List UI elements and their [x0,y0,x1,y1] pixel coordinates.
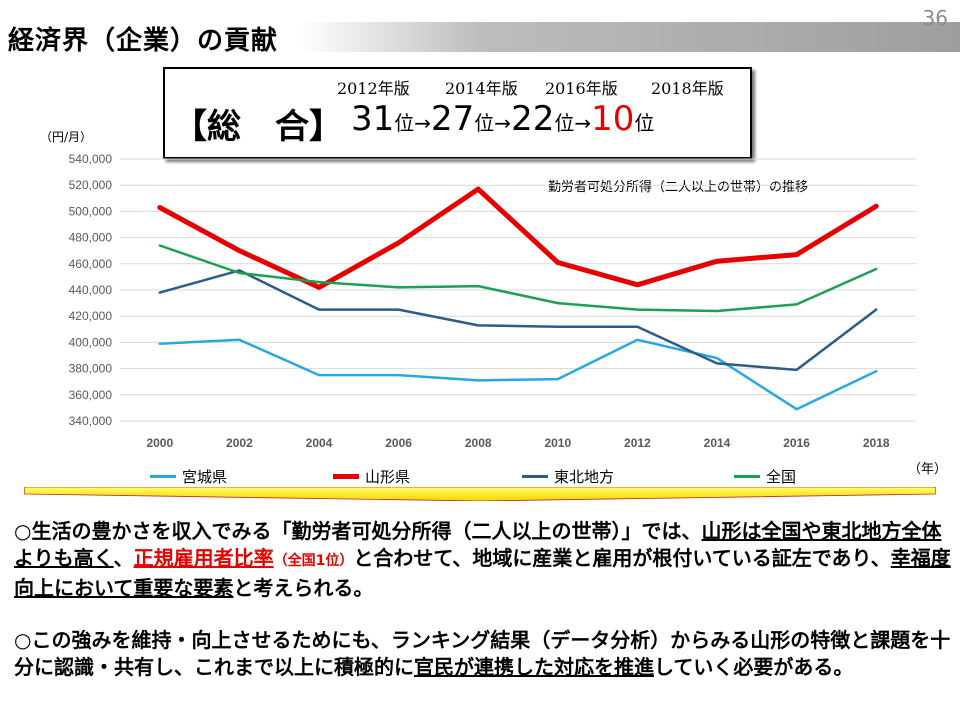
rank-2018: 10 [591,99,635,139]
rank-sequence: 31位→27位→22位→10位 [351,99,654,139]
bullet: ○ [14,628,32,652]
text-highlight-red: 正規雇用者比率 [133,546,274,570]
legend-swatch [150,475,176,478]
rank-year-2016: 2016年版 [545,79,618,98]
y-tick-label: 520,000 [69,178,113,192]
chart-title: 勤労者可処分所得（二人以上の世帯）の推移 [548,180,809,195]
y-tick-label: 400,000 [69,335,113,349]
legend-swatch [522,475,548,478]
x-tick-label: 2012 [624,436,651,450]
y-tick-label: 540,000 [69,152,113,166]
legend-label: 山形県 [365,468,411,486]
bullet: ○ [14,519,32,543]
legend-label: 宮城県 [182,468,228,486]
text-underlined: 幸福度向上において重要な要素 [14,546,951,600]
down-arrow-band [24,487,936,501]
y-tick-label: 380,000 [69,362,113,376]
legend-label: 東北地方 [554,468,615,486]
text: この強みを維持・向上させるためにも、ランキング結果（データ分析）からみる山形の特… [14,628,951,679]
x-axis-label: （年） [908,462,948,477]
text: と合わせて、地域に産業と雇用が根付いている証左であり、 [353,546,891,570]
y-tick-label: 460,000 [69,257,113,271]
paragraph-1: ○生活の豊かさを収入でみる「勤労者可処分所得（二人以上の世帯）」では、山形は全国… [14,518,954,602]
paragraph-2: ○この強みを維持・向上させるためにも、ランキング結果（データ分析）からみる山形の… [14,627,954,681]
series-line-全国 [158,244,878,313]
rank-arrow: → [494,111,512,135]
series-line-東北地方 [158,269,878,372]
legend-label: 全国 [766,468,797,486]
rank-year-2014: 2014年版 [445,79,518,98]
rank-label: 【総 合】 [173,107,343,147]
legend-swatch [734,475,760,478]
text-underlined: 山形は [701,519,762,543]
text-underlined: 官民が連携した対応を推進 [414,655,654,679]
x-tick-label: 2018 [863,436,890,450]
series-line-宮城県 [158,338,878,411]
text: 生活の豊かさを収入でみる「勤労者可処分所得（二人以上の世帯）」では、 [31,519,702,543]
x-tick-label: 2014 [704,436,731,450]
rank-year-2018: 2018年版 [651,79,724,98]
rank-unit: 位 [634,111,655,135]
ranking-box: 2012年版 2014年版 2016年版 2018年版 【総 合】 31位→27… [163,67,752,159]
y-tick-label: 340,000 [69,414,113,428]
legend-item-national: 全国 [734,466,796,487]
text-red-note: （全国1位） [273,553,354,569]
y-tick-label: 420,000 [69,309,113,323]
x-tick-label: 2008 [465,436,492,450]
legend-swatch [333,474,359,479]
x-tick-label: 2016 [783,436,810,450]
rank-unit: 位 [474,111,495,135]
text-underlined: 全国や東北地方全体よりも高く [14,519,942,570]
rank-unit: 位 [394,111,415,135]
text: 、 [113,546,134,570]
legend-item-yamagata: 山形県 [333,466,410,487]
x-tick-label: 2006 [385,436,412,450]
rank-arrow: → [414,111,432,135]
page-number: 36 [922,6,948,30]
y-tick-label: 480,000 [69,231,113,245]
rank-year-2012: 2012年版 [337,79,410,98]
rank-arrow: → [574,111,592,135]
x-tick-label: 2010 [544,436,571,450]
y-tick-label: 360,000 [69,388,113,402]
rank-2012: 31 [351,99,395,139]
rank-2016: 22 [511,99,555,139]
text: と考えられる。 [233,576,374,600]
rank-unit: 位 [554,111,575,135]
x-tick-label: 2000 [146,436,173,450]
series-line-山形県 [157,186,879,290]
y-axis-label: （円/月） [40,130,93,144]
x-tick-label: 2004 [306,436,333,450]
line-chart: 340,000 360,000 380,000 400,000 420,000 440,0… [69,152,916,450]
y-tick-label: 500,000 [69,204,113,218]
rank-2014: 27 [431,99,475,139]
x-tick-label: 2002 [226,436,253,450]
legend-item-tohoku: 東北地方 [522,466,614,487]
text: していく必要がある。 [654,655,854,679]
y-tick-label: 440,000 [69,283,113,297]
legend-item-miyagi: 宮城県 [150,466,227,487]
page-title: 経済界（企業）の貢献 [8,26,279,56]
title-bar [0,22,960,52]
